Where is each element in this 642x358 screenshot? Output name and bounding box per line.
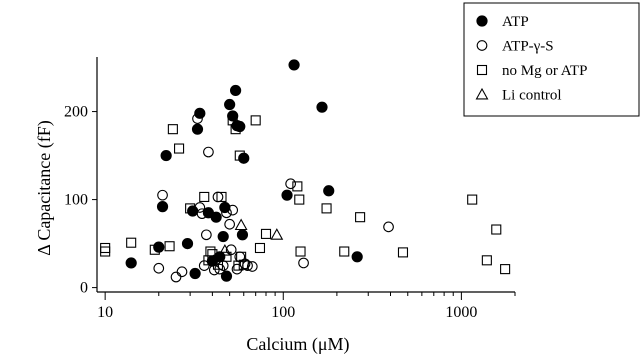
point-filled-circle	[230, 85, 240, 95]
point-open-square	[262, 229, 271, 238]
point-open-square	[175, 144, 184, 153]
y-axis-title: Δ Capacitance (fF)	[34, 120, 55, 256]
point-filled-circle	[282, 190, 292, 200]
point-open-square	[322, 204, 331, 213]
point-open-square	[340, 247, 349, 256]
point-open-square	[101, 247, 110, 256]
y-tick-label: 0	[80, 280, 88, 297]
point-open-square	[165, 242, 174, 251]
point-filled-circle	[161, 150, 171, 160]
point-filled-circle	[317, 102, 327, 112]
y-tick-label: 100	[64, 192, 88, 209]
y-ticks: 0 100 200	[64, 104, 97, 297]
legend-label: ATP	[502, 14, 529, 30]
legend-marker-filled-circle	[477, 16, 487, 26]
point-open-circle	[204, 147, 214, 157]
point-open-square	[206, 247, 215, 256]
x-tick-label: 100	[271, 304, 295, 321]
point-open-square	[255, 243, 264, 252]
point-filled-circle	[182, 238, 192, 248]
point-filled-circle	[195, 108, 205, 118]
point-open-circle	[154, 263, 164, 273]
legend: ATP ATP-γ-S no Mg or ATP Li control	[464, 3, 639, 116]
point-filled-circle	[237, 230, 247, 240]
point-open-square	[482, 256, 491, 265]
point-filled-circle	[192, 124, 202, 134]
point-filled-circle	[352, 252, 362, 262]
point-open-circle	[202, 230, 212, 240]
point-open-circle	[177, 267, 187, 277]
point-open-square	[200, 192, 209, 201]
point-open-circle	[299, 258, 309, 268]
legend-label: no Mg or ATP	[502, 63, 587, 79]
point-open-triangle	[271, 229, 282, 239]
point-open-circle	[158, 190, 168, 200]
data-points	[101, 60, 510, 282]
point-filled-circle	[157, 201, 167, 211]
point-filled-circle	[190, 268, 200, 278]
legend-label: ATP-γ-S	[502, 39, 554, 55]
point-open-circle	[171, 272, 181, 282]
point-open-square	[101, 243, 110, 252]
x-ticks: 10 100 1000	[97, 292, 515, 321]
point-filled-circle	[211, 212, 221, 222]
point-open-square	[492, 225, 501, 234]
x-axis-title: Calcium (μM)	[246, 334, 349, 355]
legend-label: Li control	[502, 88, 562, 104]
point-open-square	[296, 247, 305, 256]
point-open-circle	[213, 192, 223, 202]
point-filled-circle	[224, 99, 234, 109]
y-tick-label: 200	[64, 104, 88, 121]
point-filled-circle	[218, 231, 228, 241]
x-tick-label: 10	[97, 304, 113, 321]
point-open-square	[168, 125, 177, 134]
point-open-square	[127, 238, 136, 247]
point-open-square	[501, 265, 510, 274]
point-open-square	[468, 195, 477, 204]
axes	[97, 57, 515, 292]
point-open-square	[356, 213, 365, 222]
point-open-triangle	[236, 220, 247, 230]
point-filled-circle	[289, 60, 299, 70]
point-open-circle	[225, 219, 235, 229]
point-open-circle	[384, 222, 394, 232]
x-tick-label: 1000	[445, 304, 477, 321]
point-open-circle	[286, 179, 296, 189]
point-open-square	[251, 116, 260, 125]
point-filled-circle	[126, 258, 136, 268]
point-open-square	[398, 248, 407, 257]
point-filled-circle	[324, 186, 334, 196]
point-open-square	[295, 195, 304, 204]
